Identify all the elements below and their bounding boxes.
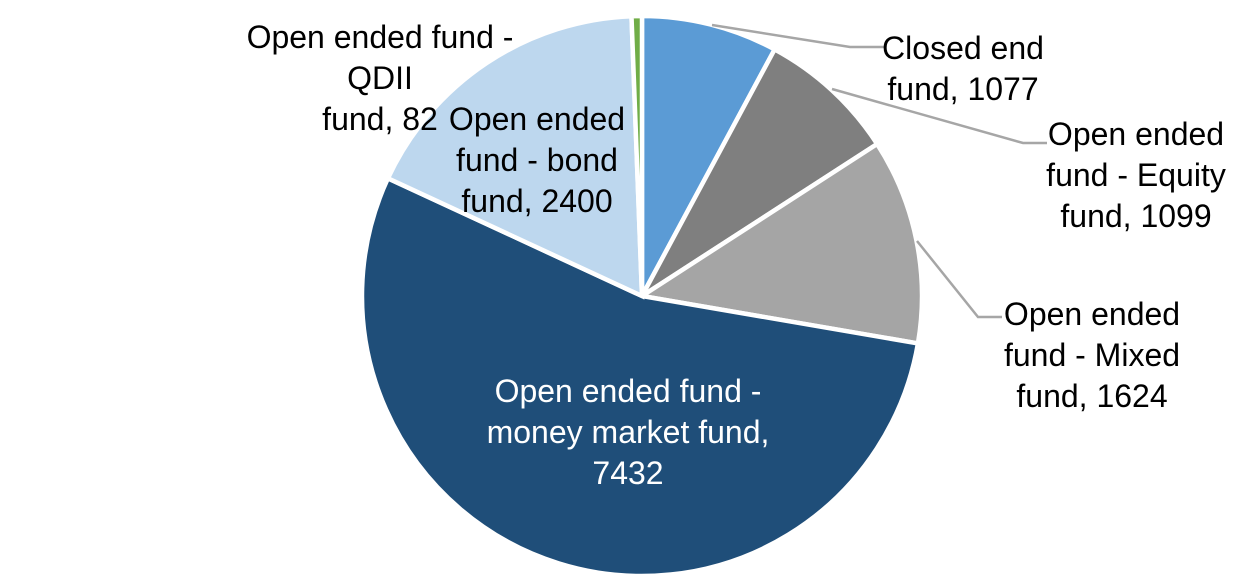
leader-line-equity-fund: [831, 87, 1047, 145]
slice-label-mixed-fund: Open ended fund - Mixed fund, 1624: [1003, 296, 1181, 414]
pie-slices: [359, 13, 925, 579]
slice-label-bond-fund: Open ended fund - bond fund, 2400: [448, 101, 626, 219]
pie-slice-open-ended-fund-equity-fund: [640, 46, 881, 298]
slice-label-money-market-fund: Open ended fund - money market fund, 743…: [486, 373, 770, 491]
slice-label-qdii-fund: Open ended fund - QDII fund, 82: [246, 19, 514, 137]
leader-line-closed-end-fund: [711, 23, 884, 49]
pie-slice-closed-end-fund: [639, 13, 778, 298]
pie-slice-open-ended-fund-money-market-fund: [359, 175, 921, 579]
pie-slice-open-ended-fund-mixed-fund: [635, 140, 925, 347]
leader-line-mixed-fund: [916, 240, 1002, 319]
slice-label-equity-fund: Open ended fund - Equity fund, 1099: [1046, 116, 1226, 234]
pie-slice-open-ended-fund-qdii-fund: [629, 13, 645, 297]
pie-slice-open-ended-fund-bond-fund: [384, 13, 645, 300]
slice-label-closed-end-fund: Closed end fund, 1077: [882, 30, 1044, 107]
